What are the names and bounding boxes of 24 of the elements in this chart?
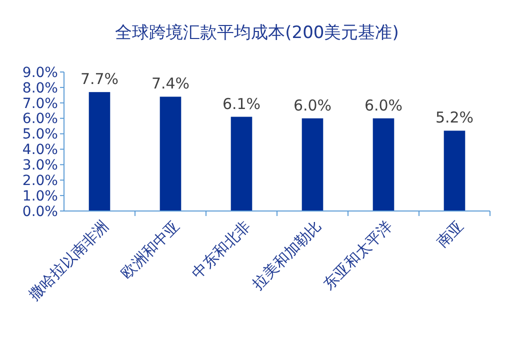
bar — [160, 96, 182, 211]
data-label: 6.0% — [364, 96, 403, 114]
y-tick-label: 6.0% — [22, 111, 58, 128]
chart-title: 全球跨境汇款平均成本(200美元基准) — [115, 23, 399, 43]
bar — [88, 92, 110, 211]
y-tick-label: 1.0% — [22, 188, 58, 204]
bar — [230, 116, 252, 211]
x-tick-label: 欧洲和中亚 — [117, 216, 184, 283]
bar — [444, 130, 466, 211]
bar — [302, 118, 324, 211]
bar — [372, 118, 394, 211]
y-tick-label: 5.0% — [22, 126, 58, 143]
y-tick-label: 8.0% — [22, 80, 58, 96]
data-label: 7.7% — [80, 70, 119, 88]
data-label: 5.2% — [435, 108, 474, 127]
y-tick-label: 3.0% — [22, 158, 58, 174]
data-label: 6.0% — [293, 96, 332, 114]
data-label: 6.1% — [222, 94, 261, 113]
x-tick-label: 南亚 — [433, 216, 468, 251]
y-tick-label: 7.0% — [22, 96, 58, 112]
data-label: 7.4% — [151, 74, 190, 93]
y-tick-label: 9.0% — [22, 64, 58, 81]
y-tick-label: 2.0% — [22, 173, 58, 190]
y-tick-label: 4.0% — [22, 142, 58, 158]
